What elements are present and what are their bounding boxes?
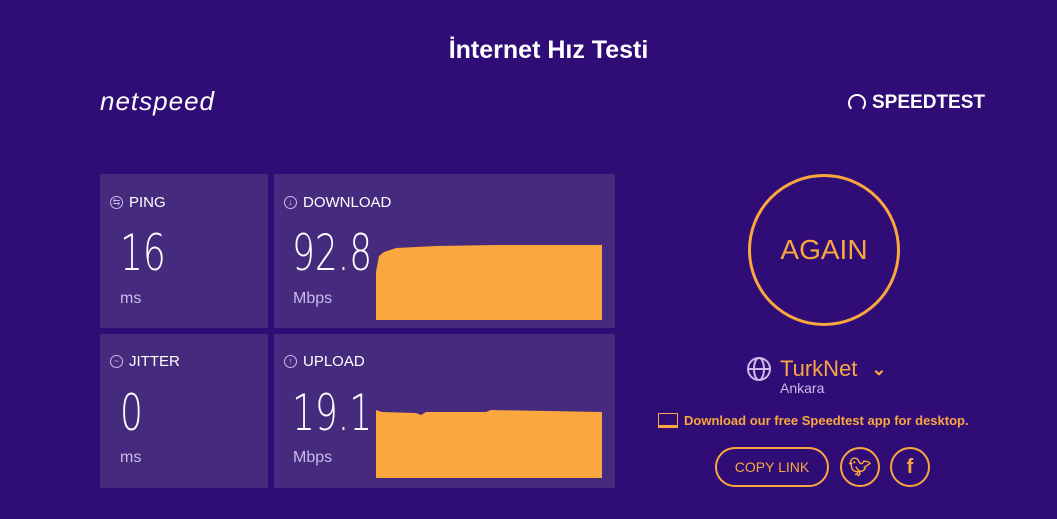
download-graph: [376, 245, 602, 320]
jitter-label: JITTER: [129, 353, 180, 370]
download-panel: ↓ DOWNLOAD 92.8 Mbps: [274, 174, 615, 328]
ping-icon: ⇆: [110, 196, 123, 209]
page-title: İnternet Hız Testi: [448, 36, 649, 64]
app-link-text: Download our free Speedtest app for desk…: [684, 413, 969, 428]
provider-name: TurkNet: [780, 356, 858, 381]
app-download-link[interactable]: Download our free Speedtest app for desk…: [658, 413, 969, 428]
download-label: DOWNLOAD: [303, 194, 392, 211]
chevron-down-icon: ⌄: [871, 358, 887, 379]
twitter-icon: 🐦︎: [848, 456, 872, 477]
jitter-panel: ~ JITTER 0 ms: [100, 334, 268, 488]
download-value: 92.8: [292, 224, 373, 282]
ping-label: PING: [129, 194, 166, 211]
download-arrow-icon: ↓: [284, 196, 297, 209]
facebook-share-button[interactable]: f: [890, 447, 930, 487]
jitter-value: 0: [120, 384, 143, 442]
upload-panel: ↑ UPLOAD 19.1 Mbps: [274, 334, 615, 488]
copy-link-button[interactable]: COPY LINK: [715, 447, 829, 487]
facebook-icon: f: [906, 455, 914, 478]
provider-location: Ankara: [780, 380, 825, 396]
upload-unit: Mbps: [293, 449, 333, 466]
upload-value: 19.1: [292, 384, 373, 442]
brand-text: SPEEDTEST: [872, 92, 985, 113]
download-unit: Mbps: [293, 290, 333, 307]
twitter-share-button[interactable]: 🐦︎: [840, 447, 880, 487]
upload-graph: [376, 410, 602, 478]
globe-icon: [747, 357, 771, 381]
upload-label: UPLOAD: [303, 353, 365, 370]
again-button[interactable]: AGAIN: [748, 174, 900, 326]
laptop-icon: [658, 413, 678, 428]
ping-panel: ⇆ PING 16 ms: [100, 174, 268, 328]
ping-unit: ms: [120, 290, 142, 307]
gauge-icon: [848, 94, 866, 112]
provider-selector[interactable]: TurkNet ⌄ Ankara: [746, 356, 887, 396]
jitter-unit: ms: [120, 449, 142, 466]
speedtest-logo[interactable]: SPEEDTEST: [848, 92, 985, 114]
netspeed-logo[interactable]: netspeed: [100, 86, 215, 116]
upload-arrow-icon: ↑: [284, 355, 297, 368]
jitter-icon: ~: [110, 355, 123, 368]
ping-value: 16: [120, 224, 166, 282]
